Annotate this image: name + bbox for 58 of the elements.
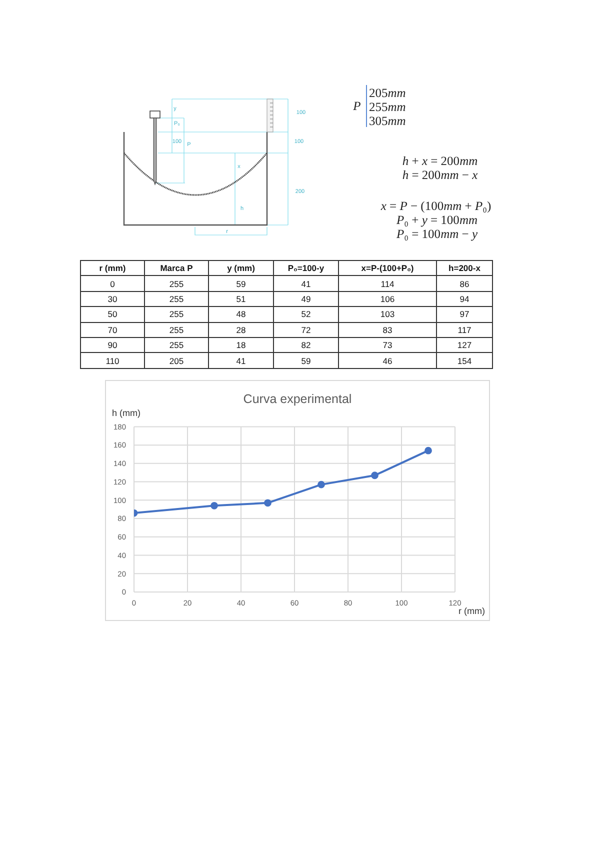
category-label: h=200-x [436, 260, 492, 276]
text: P₀ = 100mm − y [396, 227, 478, 241]
text: 50 [108, 309, 118, 320]
text: 305mm [369, 114, 406, 128]
text: 117 [458, 324, 472, 335]
text: 205 [169, 356, 184, 366]
text: 51 [236, 294, 246, 304]
text: x = P − (100mm + P₀) [380, 199, 492, 213]
text: 49 [301, 294, 311, 304]
text: 127 [457, 340, 472, 350]
text: 114 [380, 278, 394, 289]
point [210, 502, 218, 510]
text: 28 [236, 324, 246, 335]
text: P [353, 99, 361, 113]
point [264, 499, 272, 507]
text: 18 [236, 340, 246, 350]
text: 70 [108, 324, 118, 335]
text: 48 [236, 309, 246, 320]
text: 255 [169, 309, 184, 320]
text: 72 [301, 324, 311, 335]
x-axis-title: r (mm) [458, 606, 485, 616]
text: 97 [460, 309, 470, 320]
category-label: r (mm) [80, 260, 144, 276]
text: 30 [108, 294, 118, 304]
text: 82 [301, 340, 311, 350]
text: 255 [169, 294, 184, 304]
text: 41 [236, 356, 246, 366]
text: 205mm [369, 86, 406, 100]
text: 255mm [369, 100, 406, 114]
text: 106 [380, 294, 395, 304]
text: 52 [301, 309, 311, 320]
text: 154 [457, 356, 472, 366]
text: 86 [460, 278, 470, 289]
text: 103 [380, 309, 395, 320]
chart-title: Curva experimental [242, 392, 353, 406]
point [424, 446, 432, 454]
category-label: y (mm) [208, 260, 274, 276]
point [318, 480, 325, 488]
text: 90 [108, 340, 118, 350]
text: 83 [382, 324, 392, 335]
category-label: Marca P [144, 260, 208, 276]
text: 41 [301, 278, 311, 289]
text: 94 [460, 294, 470, 304]
text: 73 [382, 340, 392, 350]
text: 46 [382, 356, 392, 366]
text: h + x = 200mm [402, 154, 478, 168]
text: h = 200mm − x [402, 168, 478, 182]
text: 59 [236, 278, 246, 289]
text: 255 [169, 324, 184, 335]
text: 110 [106, 356, 120, 366]
text: 255 [169, 340, 184, 350]
category-label: x=P-(100+P₀) [338, 260, 436, 276]
text: P₀ + y = 100mm [396, 213, 478, 227]
text: 59 [301, 356, 311, 366]
text: 255 [169, 278, 184, 289]
category-label: P₀=100-y [274, 260, 338, 276]
point [371, 472, 378, 480]
y-axis-title: h (mm) [112, 408, 140, 418]
